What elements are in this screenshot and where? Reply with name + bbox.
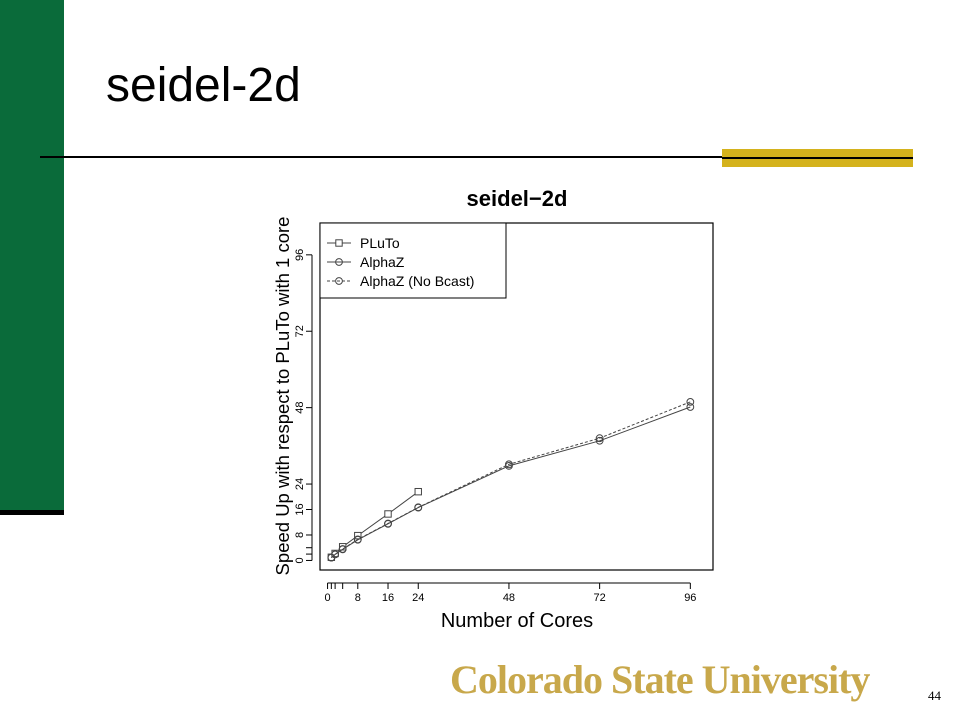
data-point-circle <box>335 258 343 266</box>
left-accent-bar <box>0 0 64 512</box>
legend: PLuTo AlphaZ AlphaZ (No Bcast) <box>319 222 507 299</box>
csu-logo: Colorado State University <box>450 657 870 702</box>
series-line <box>330 401 691 558</box>
data-point-circle <box>595 434 604 443</box>
x-tick-label: 96 <box>684 592 696 604</box>
data-point-circle <box>505 460 513 469</box>
data-point-square <box>414 487 422 496</box>
data-point-circle <box>331 550 340 559</box>
x-tick-label: 16 <box>382 592 394 604</box>
y-tick-label: 96 <box>294 249 306 261</box>
y-tick-label: 0 <box>294 557 306 563</box>
page-number: 44 <box>928 688 941 703</box>
y-tick-label: 72 <box>294 325 306 337</box>
x-tick-label: 0 <box>324 592 330 604</box>
data-point-circle <box>335 277 343 285</box>
left-accent-bar-edge <box>0 510 64 515</box>
data-point-circle <box>338 545 347 553</box>
x-tick-label: 72 <box>594 592 606 604</box>
series-line <box>330 406 691 558</box>
y-tick-label: 48 <box>294 402 306 414</box>
data-point-circle <box>686 403 695 411</box>
title-rule <box>40 156 913 158</box>
plot-frame <box>319 222 714 571</box>
chart-title: seidel−2d <box>467 186 568 211</box>
data-point-circle <box>414 503 423 512</box>
legend-label: PLuTo <box>360 235 400 251</box>
x-tick-label: 24 <box>412 592 424 604</box>
data-point-circle <box>595 436 604 445</box>
y-tick-label: 8 <box>294 532 306 538</box>
x-axis-label: Number of Cores <box>441 610 593 632</box>
data-point-square <box>335 239 343 247</box>
legend-box <box>319 222 507 299</box>
series-group <box>327 398 695 562</box>
data-point-circle <box>353 535 362 544</box>
x-tick-label: 48 <box>503 592 515 604</box>
legend-label: AlphaZ <box>360 254 405 270</box>
data-point-circle <box>686 398 695 406</box>
y-tick-label: 24 <box>294 478 306 490</box>
axes: 0 8 16 24 48 72 96 0 8 16 24 48 72 96 <box>294 249 696 604</box>
gold-accent-line <box>722 157 913 159</box>
y-axis-label: Speed Up with respect to PLuTo with 1 co… <box>272 217 293 576</box>
slide-title: seidel-2d <box>106 59 301 112</box>
x-tick-label: 8 <box>355 592 361 604</box>
data-point-square <box>384 510 392 518</box>
legend-label: AlphaZ (No Bcast) <box>360 273 474 289</box>
y-tick-label: 16 <box>294 503 306 515</box>
series-group <box>327 403 695 562</box>
speedup-chart: seidel−2d 0 8 16 24 48 72 96 0 8 16 24 48 72 96 PLuTo… <box>272 186 714 632</box>
data-point-circle <box>384 519 392 528</box>
series-layer <box>327 398 695 562</box>
